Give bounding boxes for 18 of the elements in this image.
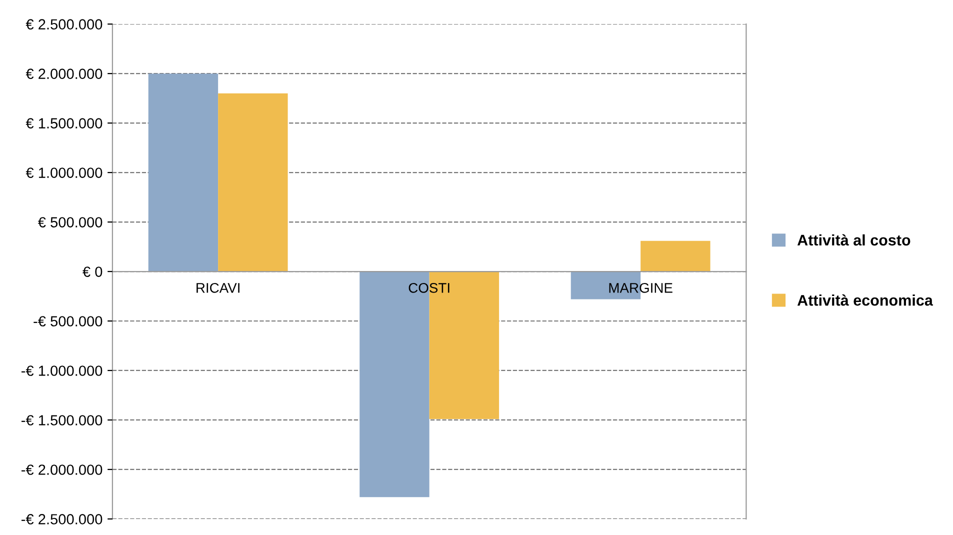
legend-label: Attività al costo [797, 234, 910, 246]
y-tick-label: € 500.000 [38, 217, 102, 228]
y-tick-label: -€ 500.000 [34, 316, 102, 326]
bar [640, 240, 710, 272]
y-tick-label: € 2.000.000 [26, 68, 102, 79]
y-tick-label: € 0 [82, 266, 102, 277]
x-tick-label: MARGINE [609, 282, 672, 293]
y-tick-label: € 1.500.000 [26, 118, 102, 128]
bar [148, 74, 218, 272]
y-tick-label: -€ 2.500.000 [21, 514, 102, 524]
x-tick-label: RICAVI [196, 282, 240, 293]
y-tick-label: € 1.000.000 [26, 168, 102, 178]
legend-label: Attività economica [797, 294, 933, 306]
y-tick-label: -€ 1.000.000 [21, 366, 102, 376]
y-tick-label: -€ 1.500.000 [21, 415, 102, 426]
y-tick-label: -€ 2.000.000 [21, 464, 102, 475]
y-tick-label: € 2.500.000 [26, 19, 102, 30]
bar [218, 93, 288, 272]
